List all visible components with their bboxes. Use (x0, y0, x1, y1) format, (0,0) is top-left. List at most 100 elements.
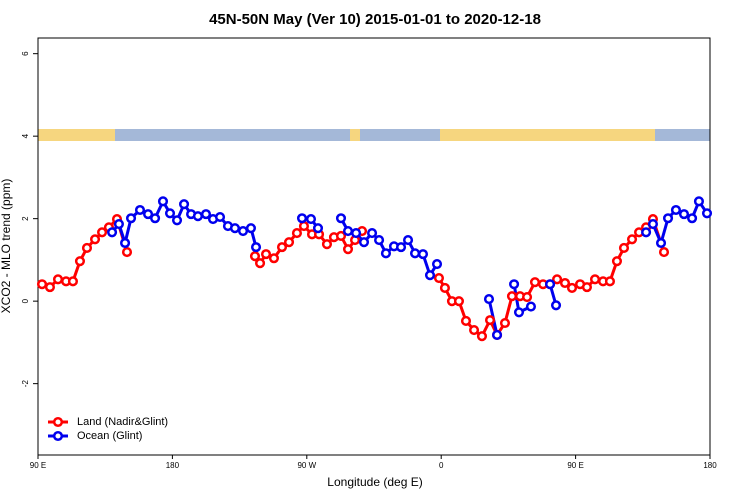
data-point (351, 228, 362, 239)
data-point (410, 248, 421, 259)
data-point (380, 248, 391, 259)
data-point (655, 237, 667, 249)
data-point (566, 282, 578, 294)
data-point (460, 315, 472, 326)
data-point (499, 317, 511, 329)
data-point (662, 213, 674, 224)
data-point (157, 196, 169, 207)
data-point (433, 273, 445, 284)
data-point (559, 277, 571, 289)
y-tick-label: 4 (21, 133, 30, 138)
legend-label: Land (Nadir&Glint) (77, 416, 168, 428)
data-point (164, 208, 176, 219)
data-point (121, 247, 133, 258)
ocean-band (115, 129, 350, 141)
data-point (291, 228, 302, 239)
data-point (701, 208, 713, 219)
data-point (545, 279, 556, 290)
data-point (693, 196, 704, 207)
data-point (402, 235, 414, 246)
data-point (36, 279, 48, 290)
land-band (440, 129, 655, 141)
data-point (214, 211, 226, 223)
data-point (374, 235, 385, 246)
data-point (178, 199, 190, 210)
data-point (513, 307, 525, 318)
legend-label: Ocean (Glint) (77, 430, 142, 442)
data-point (305, 214, 317, 225)
data-point (200, 209, 212, 220)
data-point (283, 237, 295, 248)
data-point (550, 300, 562, 311)
data-point (192, 211, 203, 222)
data-point (647, 218, 659, 230)
y-tick-label: 2 (21, 216, 30, 221)
x-tick-label: 90 W (297, 461, 316, 470)
data-point (509, 279, 520, 290)
data-point (581, 282, 592, 293)
data-point (506, 291, 518, 302)
data-point (237, 225, 249, 237)
x-tick-label: 0 (439, 461, 444, 470)
x-axis-label: Longitude (deg E) (327, 475, 422, 489)
land-ocean-strip (38, 129, 710, 141)
data-point (67, 276, 78, 287)
data-point (342, 225, 354, 237)
data-point (250, 242, 262, 253)
data-point (143, 209, 154, 220)
data-point (113, 218, 124, 230)
data-point (321, 239, 333, 250)
data-point (678, 209, 690, 220)
plot-frame (37, 37, 711, 456)
data-point (552, 274, 563, 285)
data-point (358, 237, 370, 248)
data-point (171, 215, 183, 226)
data-point (424, 270, 436, 281)
series-line (110, 198, 709, 336)
data-point (125, 213, 137, 224)
y-tick-label: -2 (21, 380, 30, 388)
data-point (431, 258, 443, 270)
data-point (150, 213, 161, 224)
data-point (670, 204, 682, 216)
data-point (529, 277, 541, 288)
data-point (268, 253, 279, 264)
x-tick-label: 180 (703, 461, 717, 470)
data-point (74, 256, 86, 267)
data-point (687, 213, 698, 224)
data-point (276, 242, 288, 253)
data-point (439, 282, 450, 294)
ocean-band (360, 129, 440, 141)
data-point (245, 223, 256, 234)
data-point (484, 315, 496, 326)
data-point (255, 258, 266, 269)
data-point (134, 204, 146, 216)
data-point (626, 234, 638, 245)
legend-marker (52, 430, 64, 442)
data-point (395, 242, 407, 253)
data-point (483, 294, 495, 305)
data-point (120, 237, 131, 249)
data-point (97, 227, 108, 238)
data-point (589, 274, 601, 285)
data-point (335, 230, 347, 242)
land-band (38, 129, 115, 141)
data-point (296, 213, 308, 224)
data-point (469, 324, 480, 336)
data-point (249, 251, 261, 262)
data-point (618, 242, 630, 253)
data-point (52, 274, 64, 285)
data-point (260, 249, 272, 260)
data-point (476, 331, 488, 342)
data-point (525, 301, 536, 312)
data-point (611, 256, 623, 267)
data-point (44, 282, 55, 293)
data-point (641, 227, 652, 238)
land-band (350, 129, 360, 141)
ocean-band (655, 129, 710, 141)
data-point (81, 242, 93, 253)
data-point (658, 247, 670, 258)
data-point (229, 223, 241, 234)
x-tick-label: 180 (166, 461, 180, 470)
